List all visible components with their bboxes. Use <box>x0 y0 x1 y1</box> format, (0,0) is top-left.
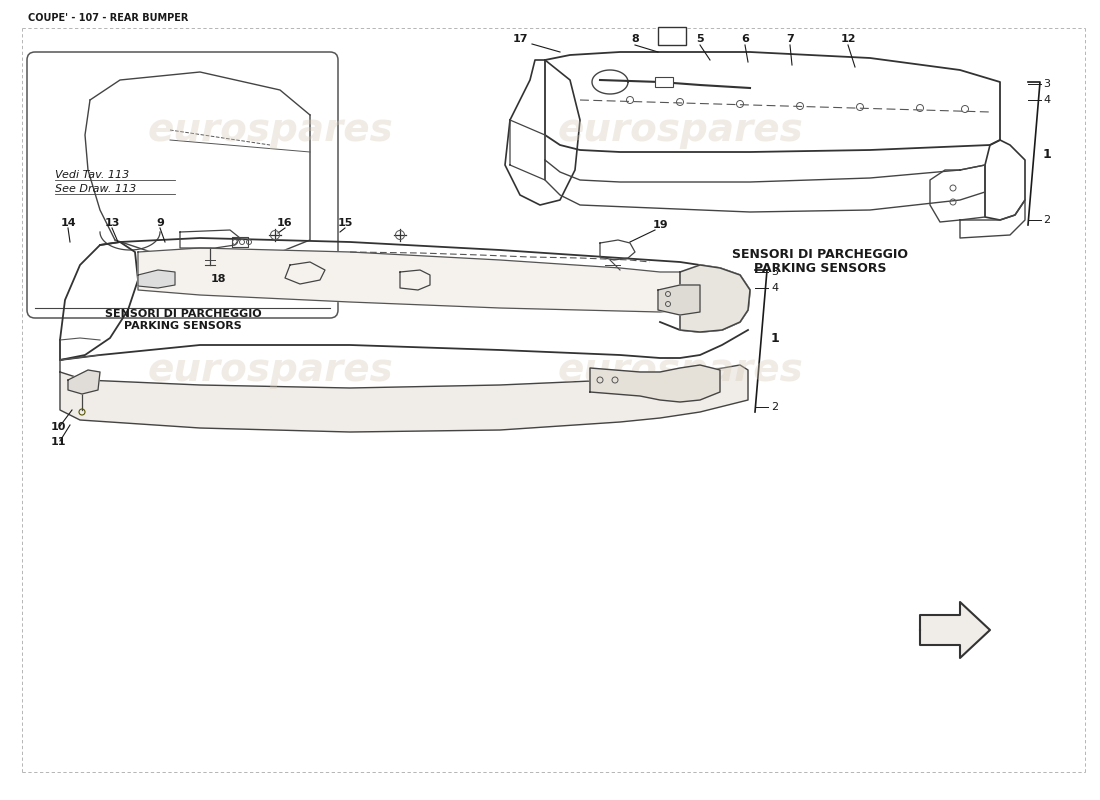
Text: 2: 2 <box>771 402 778 412</box>
Polygon shape <box>138 270 175 288</box>
Polygon shape <box>680 265 750 332</box>
Text: 16: 16 <box>277 218 293 228</box>
Bar <box>654 77 673 87</box>
Text: 11: 11 <box>51 437 66 447</box>
Text: 18: 18 <box>210 274 225 284</box>
Text: 3: 3 <box>1043 79 1050 89</box>
Polygon shape <box>920 602 990 658</box>
Text: 19: 19 <box>652 220 668 230</box>
Polygon shape <box>138 248 680 312</box>
Text: PARKING SENSORS: PARKING SENSORS <box>124 321 242 331</box>
Text: See Draw. 113: See Draw. 113 <box>55 184 136 194</box>
Text: COUPE' - 107 - REAR BUMPER: COUPE' - 107 - REAR BUMPER <box>28 13 188 23</box>
Polygon shape <box>60 360 748 432</box>
Text: 9: 9 <box>156 218 164 228</box>
Text: 5: 5 <box>696 34 704 44</box>
Text: 4: 4 <box>1043 95 1050 105</box>
Text: 1: 1 <box>1043 147 1052 161</box>
Text: 8: 8 <box>631 34 639 44</box>
Text: 3: 3 <box>771 267 778 277</box>
Text: eurospares: eurospares <box>147 111 393 149</box>
FancyBboxPatch shape <box>28 52 338 318</box>
Text: eurospares: eurospares <box>147 351 393 389</box>
Polygon shape <box>590 365 720 402</box>
Text: SENSORI DI PARCHEGGIO: SENSORI DI PARCHEGGIO <box>732 248 907 261</box>
Text: eurospares: eurospares <box>557 351 803 389</box>
Text: 1: 1 <box>771 331 780 345</box>
Text: 14: 14 <box>60 218 76 228</box>
Text: 7: 7 <box>786 34 794 44</box>
Text: eurospares: eurospares <box>557 111 803 149</box>
Text: 15: 15 <box>338 218 353 228</box>
Text: 12: 12 <box>840 34 856 44</box>
Polygon shape <box>658 285 700 315</box>
Text: 10: 10 <box>51 422 66 432</box>
Text: 17: 17 <box>513 34 528 44</box>
Text: 4: 4 <box>771 283 778 293</box>
Text: PARKING SENSORS: PARKING SENSORS <box>754 262 887 275</box>
Text: 2: 2 <box>1043 215 1050 225</box>
Text: Vedi Tav. 113: Vedi Tav. 113 <box>55 170 130 180</box>
FancyBboxPatch shape <box>658 27 686 45</box>
Text: 6: 6 <box>741 34 749 44</box>
Text: 13: 13 <box>104 218 120 228</box>
Text: SENSORI DI PARCHEGGIO: SENSORI DI PARCHEGGIO <box>104 309 262 319</box>
Polygon shape <box>68 370 100 394</box>
